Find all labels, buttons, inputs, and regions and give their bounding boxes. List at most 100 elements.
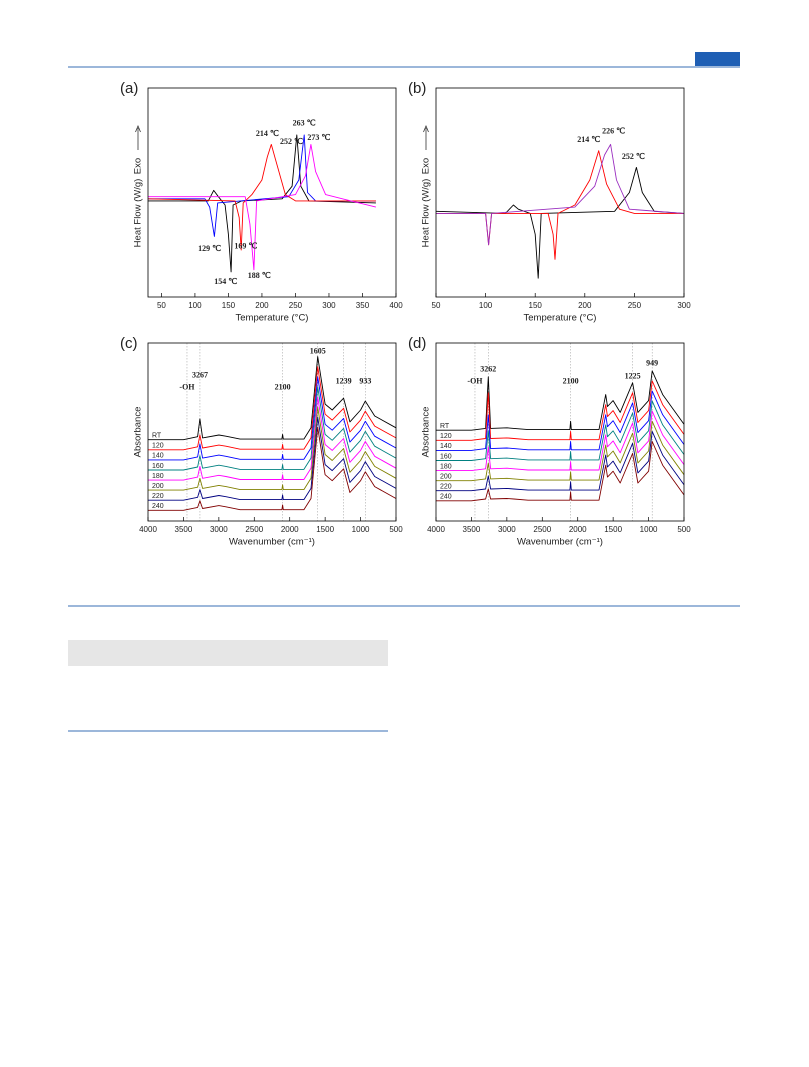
x-tick-label: 3500 [175, 525, 193, 534]
curve [436, 143, 685, 246]
chart-panel: (a) Temperature (°C) Heat Flow (W/g) Exo 50 1… [120, 80, 403, 324]
x-tick-label: 1500 [604, 525, 622, 534]
x-tick-label: 200 [578, 301, 592, 310]
header-badge [695, 52, 740, 66]
curve [436, 420, 685, 482]
annotation: 154 ℃ [214, 277, 237, 286]
curve [436, 370, 685, 431]
annotation: 252 ℃ [280, 137, 303, 146]
annotation: 949 [646, 359, 658, 368]
series-label: 240 [152, 503, 164, 510]
plot-frame [435, 342, 685, 522]
x-tick-label: 3000 [498, 525, 516, 534]
series-label: 140 [440, 443, 452, 450]
curve [436, 380, 685, 441]
annotation: 263 ℃ [293, 118, 316, 127]
x-tick-label: 3500 [463, 525, 481, 534]
curve [148, 386, 397, 471]
y-axis-label: Absorbance [421, 407, 432, 458]
annotation: 252 ℃ [622, 152, 645, 161]
plot-frame [435, 87, 685, 298]
x-tick-label: 500 [677, 525, 691, 534]
annotation: 1605 [310, 347, 326, 356]
annotation: 933 [359, 376, 371, 385]
y-axis-label: Absorbance [133, 407, 144, 458]
curve [148, 416, 397, 501]
x-tick-label: 2500 [245, 525, 263, 534]
plot-frame [147, 87, 397, 298]
exo-label: Exo [421, 158, 432, 174]
series-label: 140 [152, 453, 164, 460]
series-label: 200 [152, 483, 164, 490]
series-label: 120 [440, 433, 452, 440]
series-label: 120 [152, 443, 164, 450]
x-tick-label: 1500 [316, 525, 334, 534]
series-label: 240 [440, 494, 452, 501]
panel-label: (c) [120, 335, 138, 352]
x-tick-label: 300 [677, 301, 691, 310]
annotation: 2100 [563, 376, 579, 385]
x-axis-label: Wavenumber (cm⁻¹) [229, 537, 315, 548]
curve [435, 166, 685, 279]
x-tick-label: 2000 [281, 525, 299, 534]
x-tick-label: 100 [188, 301, 202, 310]
series-label: RT [152, 433, 162, 440]
curve [148, 426, 397, 511]
curve [436, 400, 685, 461]
x-tick-label: 4000 [139, 525, 157, 534]
curve [436, 410, 685, 472]
x-tick-label: 3000 [210, 525, 228, 534]
x-tick-label: 200 [255, 301, 269, 310]
chart-panel: (d) Wavenumber (cm⁻¹) Absorbance RT 120 140 16… [408, 335, 691, 548]
annotation: 169 ℃ [234, 242, 257, 251]
exo-arrow-head [135, 124, 141, 133]
curve [436, 441, 685, 502]
chart-panel: (b) Temperature (°C) Heat Flow (W/g) Exo 50 1… [408, 80, 691, 324]
curve [147, 143, 376, 251]
chart-panel: (c) Wavenumber (cm⁻¹) Absorbance RT 120 140 16… [120, 335, 403, 548]
series-label: 160 [440, 453, 452, 460]
x-tick-label: 400 [389, 301, 403, 310]
x-tick-label: 250 [628, 301, 642, 310]
x-tick-label: 300 [322, 301, 336, 310]
x-tick-label: 50 [432, 301, 441, 310]
x-tick-label: 50 [157, 301, 166, 310]
curve [436, 430, 685, 492]
curve [436, 390, 685, 451]
annotation: 273 ℃ [307, 133, 330, 142]
panel-label: (b) [408, 80, 426, 97]
annotation: 214 ℃ [577, 135, 600, 144]
x-tick-label: 4000 [427, 525, 445, 534]
curve [148, 406, 397, 491]
x-tick-label: 250 [289, 301, 303, 310]
gray-box [68, 640, 388, 666]
series-label: 200 [440, 473, 452, 480]
annotation: 214 ℃ [256, 129, 279, 138]
curve [436, 150, 684, 260]
x-axis-label: Temperature (°C) [236, 313, 309, 324]
annotation: 2100 [275, 382, 291, 391]
x-tick-label: 1000 [640, 525, 658, 534]
curve [148, 356, 397, 441]
series-label: 220 [440, 484, 452, 491]
annotation: 129 ℃ [198, 244, 221, 253]
curve [148, 134, 376, 273]
series-label: 220 [152, 493, 164, 500]
x-tick-label: 2000 [569, 525, 587, 534]
annotation: 1225 [625, 372, 641, 381]
x-tick-label: 2500 [533, 525, 551, 534]
curve [148, 396, 397, 481]
series-label: 180 [152, 473, 164, 480]
x-tick-label: 500 [389, 525, 403, 534]
curve [148, 376, 397, 461]
exo-label: Exo [133, 158, 144, 174]
x-axis-label: Wavenumber (cm⁻¹) [517, 537, 603, 548]
x-tick-label: 1000 [352, 525, 370, 534]
curve [148, 134, 376, 237]
series-label: 180 [440, 463, 452, 470]
series-label: RT [440, 423, 450, 430]
annotation: 3267 [192, 370, 208, 379]
panel-label: (d) [408, 335, 426, 352]
series-label: 160 [152, 463, 164, 470]
